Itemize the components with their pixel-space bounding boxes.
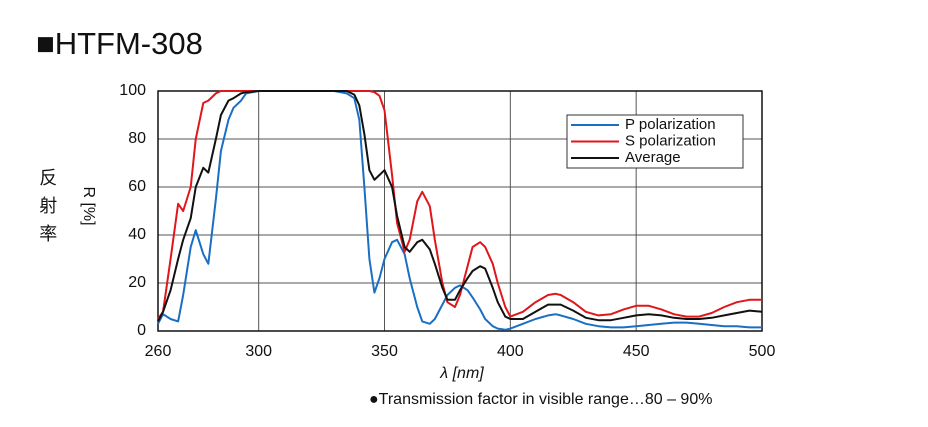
x-tick-label: 300 [245,343,272,360]
plot-frame [157,90,763,332]
y-axis-label: R [%] [80,186,97,225]
legend-label: P polarization [625,116,716,133]
data-line [157,90,762,331]
x-tick-label: 450 [623,343,650,360]
y-tick-label: 20 [128,274,146,291]
x-axis-label: λ [nm] [439,365,484,382]
y-tick-label: 80 [128,130,146,147]
legend-label: S polarization [625,132,716,149]
data-line [157,90,762,320]
y-tick-label: 100 [119,82,146,99]
y-tick-label: 0 [137,322,146,339]
y-tick-label: 60 [128,178,146,195]
x-tick-label: 260 [145,343,172,360]
data-line [157,90,763,322]
y-tick-label: 40 [128,226,146,243]
chart-title: ■HTFM-308 [36,26,203,61]
x-tick-label: 400 [497,343,524,360]
legend-label: Average [625,149,681,166]
annotation: ●Transmission factor in visible range…80… [369,391,712,408]
x-tick-label: 500 [749,343,776,360]
side-label: 反射率 [37,168,57,252]
x-tick-label: 350 [371,343,398,360]
